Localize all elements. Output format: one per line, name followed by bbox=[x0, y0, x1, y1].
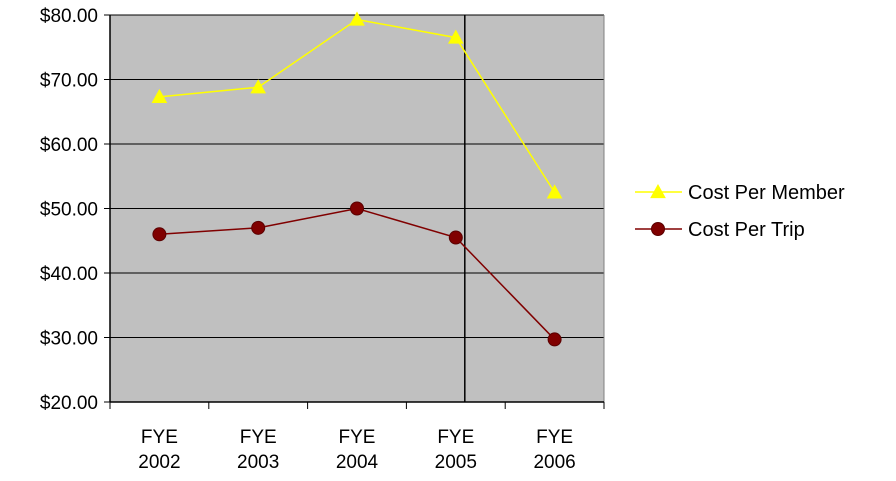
x-tick-label: FYE bbox=[536, 427, 573, 448]
x-tick-label: 2004 bbox=[336, 452, 379, 473]
y-tick-label: $40.00 bbox=[40, 264, 98, 285]
x-tick-label: 2003 bbox=[237, 452, 279, 473]
legend-marker-cost-per-member bbox=[650, 183, 666, 199]
x-tick-label: FYE bbox=[240, 427, 277, 448]
data-point-cost-per-member bbox=[349, 11, 365, 26]
data-point-cost-per-member bbox=[546, 184, 563, 199]
y-tick-label: $50.00 bbox=[40, 200, 98, 221]
legend-marker-cost-per-trip bbox=[651, 222, 665, 236]
x-tick-label: 2005 bbox=[435, 452, 477, 473]
x-tick-label: FYE bbox=[141, 427, 178, 448]
data-point-cost-per-member bbox=[151, 88, 168, 104]
x-tick-label: FYE bbox=[437, 427, 474, 448]
data-point-cost-per-trip bbox=[251, 220, 266, 235]
x-tick-label: 2002 bbox=[138, 452, 180, 473]
y-tick-label: $70.00 bbox=[40, 71, 98, 92]
x-tick-label: 2006 bbox=[533, 452, 575, 473]
y-tick-label: $30.00 bbox=[40, 329, 98, 350]
x-tick-label: FYE bbox=[339, 427, 376, 448]
data-point-cost-per-member bbox=[250, 79, 267, 94]
y-tick-label: $80.00 bbox=[40, 6, 98, 27]
data-point-cost-per-trip bbox=[448, 230, 463, 245]
axes: $20.00 $30.00 $40.00 $50.00 $60.00 $70.00 $80.… bbox=[40, 6, 605, 473]
y-tick-label: $20.00 bbox=[40, 393, 98, 414]
y-tick-label: $60.00 bbox=[40, 135, 98, 156]
legend-label-cost-per-member: Cost Per Member bbox=[688, 182, 845, 204]
data-point-cost-per-trip bbox=[350, 201, 364, 216]
data-point-cost-per-trip bbox=[152, 227, 167, 242]
legend: Cost Per Member Cost Per Trip bbox=[635, 182, 845, 241]
series-group bbox=[151, 11, 563, 347]
data-point-cost-per-member bbox=[447, 29, 464, 44]
legend-label-cost-per-trip: Cost Per Trip bbox=[688, 219, 805, 241]
data-point-cost-per-trip bbox=[547, 332, 562, 347]
